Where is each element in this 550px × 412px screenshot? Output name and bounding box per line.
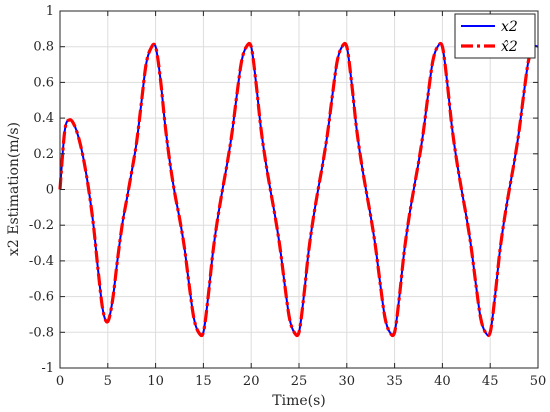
x-tick-label: 45 — [482, 374, 499, 389]
x-tick-label: 40 — [434, 374, 451, 389]
series-line-x2-hat — [58, 41, 539, 338]
legend-label-x2: x2 — [501, 19, 518, 35]
x-tick-label: 50 — [530, 374, 547, 389]
y-tick-label: -0.8 — [29, 325, 54, 340]
y-tick-label: 0.4 — [33, 111, 54, 126]
x-tick-label: 0 — [56, 374, 64, 389]
legend-box — [454, 13, 536, 59]
y-axis-label: x2 Estimation(m/s) — [6, 122, 22, 256]
x-tick-label: 35 — [386, 374, 403, 389]
y-tick-label: 0 — [46, 183, 54, 198]
y-tick-label: 0.8 — [33, 40, 54, 55]
grid — [59, 10, 539, 369]
x-tick-label: 20 — [243, 374, 260, 389]
legend-label-x2-hat: x̂2 — [501, 39, 518, 55]
x-tick-label: 5 — [104, 374, 112, 389]
series-layer — [58, 41, 539, 338]
x-axis-label: Time(s) — [272, 393, 325, 409]
y-tick-label: -0.6 — [29, 290, 54, 305]
y-tick-label: 1 — [46, 4, 54, 19]
y-tick-label: -0.4 — [29, 254, 54, 269]
y-tick-label: -0.2 — [29, 218, 54, 233]
x-tick-label: 30 — [339, 374, 356, 389]
x-tick-label: 10 — [147, 374, 164, 389]
y-tick-label: -1 — [41, 361, 54, 376]
legend: x2 x̂2 — [454, 13, 536, 59]
x-tick-label: 25 — [291, 374, 308, 389]
ticks: 0 5 10 15 20 25 30 35 40 45 50 -1 -0.8 -0.6 -0.4 -0.2 0 0… — [29, 4, 546, 389]
y-tick-label: 0.2 — [33, 147, 54, 162]
y-tick-label: 0.6 — [33, 75, 54, 90]
x-tick-label: 15 — [195, 374, 212, 389]
